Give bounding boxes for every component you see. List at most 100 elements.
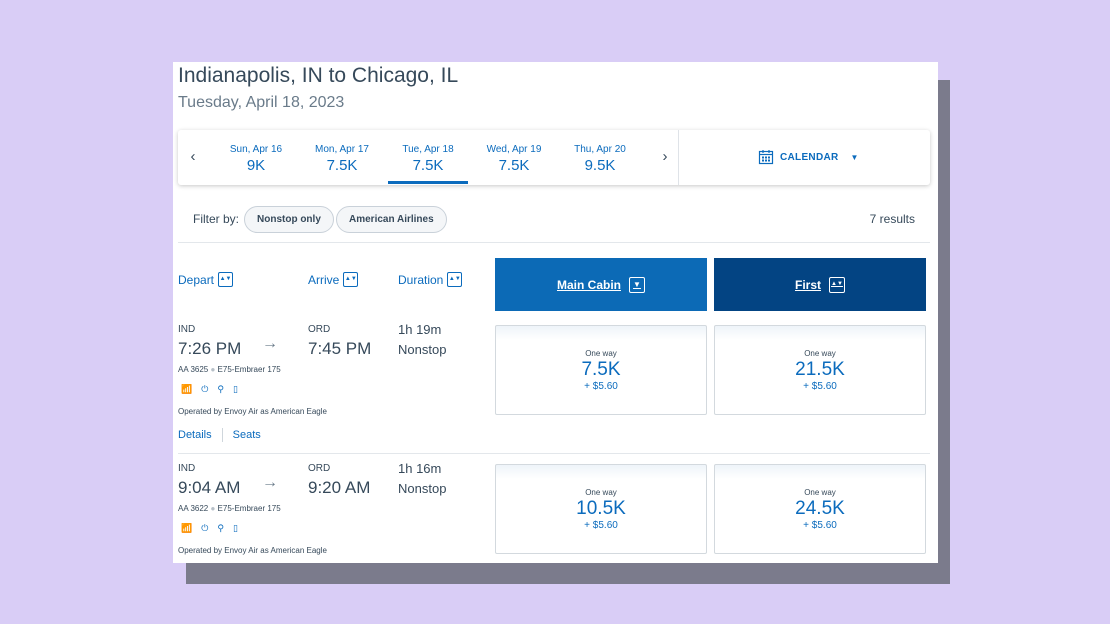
date-tab-label: Mon, Apr 17 [315, 144, 369, 155]
calendar-label: CALENDAR [780, 151, 839, 163]
usb-icon: ⚲ [217, 523, 224, 533]
date-tab-label: Tue, Apr 18 [402, 144, 454, 155]
sort-icon: ▲▼ [829, 276, 845, 293]
separator-dot: ● [210, 504, 218, 513]
fare-fee: + $5.60 [803, 520, 837, 531]
fare-fee: + $5.60 [803, 381, 837, 392]
details-link[interactable]: Details [178, 429, 212, 441]
date-tab-apr20[interactable]: Thu, Apr 20 9.5K [560, 144, 640, 175]
separator-dot: ● [210, 365, 218, 374]
origin-code: IND [178, 463, 196, 474]
destination-code: ORD [308, 324, 331, 335]
date-tab-price: 9.5K [584, 157, 616, 174]
arrive-time: 7:45 PM [308, 339, 372, 358]
date-tab-price: 7.5K [326, 157, 358, 174]
caret-down-icon: ▼ [850, 152, 859, 162]
fare-main-cabin[interactable]: One way 7.5K + $5.60 [495, 325, 707, 415]
next-date-button[interactable]: › [662, 148, 668, 165]
date-tab-label: Thu, Apr 20 [574, 144, 626, 155]
fare-points: 21.5K [795, 359, 845, 380]
amenity-icons: 📶 ⏻ ⚲ ▯ [181, 523, 238, 534]
first-cabin-header[interactable]: First ▲▼ [714, 258, 926, 311]
fare-label: One way [804, 488, 836, 497]
flight-info: AA 3625 ● E75-Embraer 175 [178, 365, 281, 374]
date-tab-price: 7.5K [412, 157, 444, 174]
date-tab-price: 9K [246, 157, 266, 174]
depart-time: 7:26 PM [178, 339, 242, 358]
amenity-icons: 📶 ⏻ ⚲ ▯ [181, 384, 238, 395]
wifi-icon: 📶 [181, 523, 193, 533]
divider [178, 453, 930, 454]
page-title: Indianapolis, IN to Chicago, IL [178, 64, 459, 87]
arrow-right-icon: → [262, 474, 278, 491]
caret-down-icon: ▼ [629, 276, 645, 293]
operated-by: Operated by Envoy Air as American Eagle [178, 546, 327, 555]
fare-first[interactable]: One way 21.5K + $5.60 [714, 325, 926, 415]
fare-fee: + $5.60 [584, 381, 618, 392]
flight-number: AA 3625 [178, 365, 209, 374]
prev-date-button[interactable]: ‹ [190, 148, 196, 165]
date-tab-price: 7.5K [498, 157, 530, 174]
flight-duration: 1h 19m [398, 322, 442, 337]
date-tab-apr19[interactable]: Wed, Apr 19 7.5K [474, 144, 554, 175]
power-icon: ⏻ [201, 523, 209, 533]
arrow-right-icon: → [262, 335, 278, 352]
fare-label: One way [804, 349, 836, 358]
flight-stops: Nonstop [398, 342, 447, 357]
entertainment-icon: ▯ [232, 523, 238, 533]
fare-label: One way [585, 349, 617, 358]
date-tab-apr18[interactable]: Tue, Apr 18 7.5K [388, 144, 468, 184]
first-cabin-label: First [794, 277, 821, 292]
entertainment-icon: ▯ [232, 384, 238, 394]
results-count: 7 results [869, 212, 915, 226]
date-strip: ‹ Sun, Apr 16 9K Mon, Apr 17 7.5K Tue, A… [178, 130, 930, 185]
fare-main-cabin[interactable]: One way 10.5K + $5.60 [495, 464, 707, 554]
aircraft-type: E75-Embraer 175 [217, 504, 281, 513]
fare-fee: + $5.60 [584, 520, 618, 531]
strip-divider [678, 130, 679, 185]
date-tab-apr16[interactable]: Sun, Apr 16 9K [216, 144, 296, 175]
depart-time: 9:04 AM [178, 478, 241, 497]
fare-label: One way [585, 488, 617, 497]
filter-bar: Filter by: Nonstop only American Airline… [178, 195, 930, 241]
sort-duration-button[interactable]: Duration ▲▼ [398, 272, 463, 287]
flight-number: AA 3622 [178, 504, 209, 513]
filter-chip-nonstop[interactable]: Nonstop only [244, 206, 334, 233]
divider [178, 242, 930, 243]
power-icon: ⏻ [201, 384, 209, 394]
sort-icon: ▲▼ [343, 272, 359, 287]
operated-by: Operated by Envoy Air as American Eagle [178, 407, 327, 416]
filter-label: Filter by: [193, 212, 240, 226]
calendar-button[interactable]: CALENDAR ▼ [758, 149, 859, 165]
flight-links: Details Seats [178, 428, 261, 442]
flight-results-card: Indianapolis, IN to Chicago, IL Tuesday,… [173, 62, 938, 563]
travel-date: Tuesday, April 18, 2023 [178, 94, 345, 111]
wifi-icon: 📶 [181, 384, 193, 394]
destination-code: ORD [308, 463, 331, 474]
fare-first[interactable]: One way 24.5K + $5.60 [714, 464, 926, 554]
main-cabin-header[interactable]: Main Cabin ▼ [495, 258, 707, 311]
sort-depart-button[interactable]: Depart ▲▼ [178, 272, 234, 287]
main-cabin-label: Main Cabin [556, 277, 621, 292]
fare-points: 24.5K [795, 498, 845, 519]
fare-points: 7.5K [581, 359, 621, 380]
aircraft-type: E75-Embraer 175 [217, 365, 281, 374]
flight-duration: 1h 16m [398, 461, 442, 476]
fare-points: 10.5K [576, 498, 626, 519]
flight-stops: Nonstop [398, 481, 447, 496]
sort-icon: ▲▼ [447, 272, 463, 287]
date-tab-label: Sun, Apr 16 [229, 144, 283, 155]
arrive-column-label: Arrive [308, 272, 340, 287]
date-tab-label: Wed, Apr 19 [486, 144, 542, 155]
filter-chip-american-airlines[interactable]: American Airlines [336, 206, 447, 233]
sort-icon: ▲▼ [218, 272, 234, 287]
usb-icon: ⚲ [217, 384, 224, 394]
origin-code: IND [178, 324, 196, 335]
depart-column-label: Depart [178, 272, 215, 287]
duration-column-label: Duration [398, 272, 444, 287]
arrive-time: 9:20 AM [308, 478, 371, 497]
flight-info: AA 3622 ● E75-Embraer 175 [178, 504, 281, 513]
seats-link[interactable]: Seats [232, 429, 261, 441]
date-tab-apr17[interactable]: Mon, Apr 17 7.5K [302, 144, 382, 175]
sort-arrive-button[interactable]: Arrive ▲▼ [308, 272, 359, 287]
